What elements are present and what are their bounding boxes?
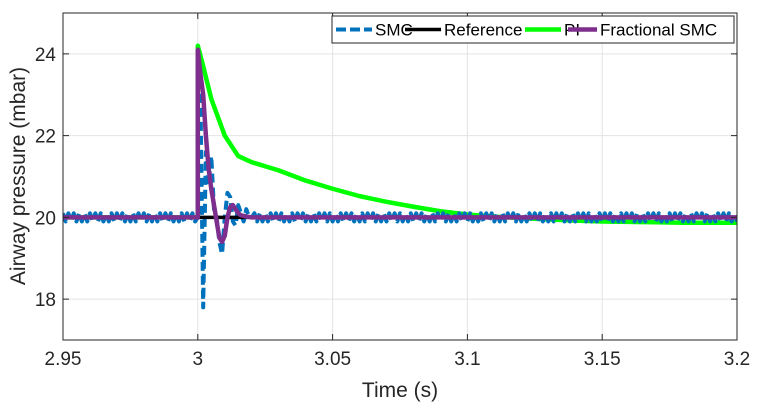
legend-label-reference: Reference (444, 21, 522, 40)
legend-label-fractional-smc: Fractional SMC (600, 21, 717, 40)
x-tick-labels: 2.95 3 3.05 3.1 3.15 3.2 (45, 349, 751, 370)
legend: SMC Reference PI Fractional SMC (331, 15, 735, 44)
y-tick-label: 20 (35, 208, 56, 229)
plot-background (63, 13, 737, 340)
x-tick-label: 3 (193, 349, 204, 370)
x-tick-label: 3.1 (454, 349, 480, 370)
series-layer (63, 43, 737, 310)
y-tick-labels: 18 20 22 24 (35, 45, 57, 311)
y-tick-label: 18 (35, 290, 56, 311)
plot-frame (62, 12, 738, 341)
y-tick-label: 24 (35, 45, 57, 66)
legend-label-smc: SMC (375, 21, 413, 40)
x-tick-label: 3.05 (314, 349, 351, 370)
x-tick-label: 3.2 (724, 349, 750, 370)
series-fractional-smc (63, 47, 737, 245)
x-tick-label: 2.95 (45, 349, 82, 370)
x-tick-label: 3.15 (584, 349, 621, 370)
y-axis-title: Airway pressure (mbar) (7, 67, 30, 285)
x-axis-title: Time (s) (362, 379, 438, 402)
y-tick-label: 22 (35, 127, 56, 148)
